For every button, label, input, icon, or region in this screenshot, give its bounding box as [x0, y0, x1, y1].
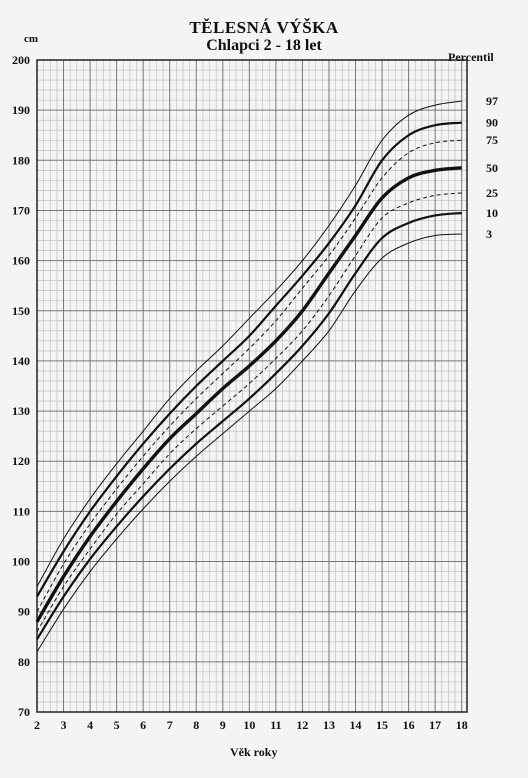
percentile-label-10: 10 [486, 206, 498, 220]
x-tick-label: 5 [114, 718, 120, 732]
percentile-line-75 [36, 139, 462, 612]
y-tick-label: 170 [12, 203, 30, 217]
x-tick-label: 18 [456, 718, 468, 732]
x-tick-label: 10 [243, 718, 255, 732]
x-tick-label: 13 [323, 718, 335, 732]
x-axis-label: Věk roky [230, 745, 278, 759]
x-tick-label: 6 [140, 718, 146, 732]
x-tick-label: 15 [376, 718, 388, 732]
x-tick-label: 9 [220, 718, 226, 732]
percentile-label-90: 90 [486, 116, 498, 130]
y-tick-label: 180 [12, 153, 30, 167]
x-tick-label: 12 [296, 718, 308, 732]
plot-frame [36, 59, 468, 713]
y-tick-label: 140 [12, 354, 30, 368]
percentile-label-3: 3 [486, 227, 492, 241]
x-tick-label: 8 [193, 718, 199, 732]
percentile-label-97: 97 [486, 94, 498, 108]
percentile-line-25 [36, 192, 462, 633]
y-axis-unit: cm [24, 33, 39, 45]
x-tick-label: 11 [270, 718, 281, 732]
x-tick-label: 3 [61, 718, 67, 732]
percentile-line-3 [36, 233, 462, 653]
y-tick-label: 80 [18, 655, 30, 669]
y-tick-label: 120 [12, 454, 30, 468]
percentile-line-50 [35, 166, 462, 623]
percentile-line-97 [36, 100, 462, 587]
y-tick-label: 150 [12, 304, 30, 318]
chart-title: TĚLESNÁ VÝŠKA [189, 18, 339, 37]
y-tick-label: 190 [12, 103, 30, 117]
y-tick-label: 110 [13, 504, 30, 518]
y-tick-label: 90 [18, 605, 30, 619]
percentile-label-75: 75 [486, 133, 498, 147]
x-tick-label: 14 [350, 718, 362, 732]
x-tick-label: 16 [403, 718, 415, 732]
y-tick-label: 200 [12, 53, 30, 67]
x-tick-label: 2 [34, 718, 40, 732]
percentile-line-10 [36, 211, 462, 640]
percentile-label-25: 25 [486, 186, 498, 200]
y-tick-label: 70 [18, 705, 30, 719]
y-tick-label: 100 [12, 555, 30, 569]
x-tick-label: 17 [429, 718, 441, 732]
percentile-line-90 [36, 121, 462, 598]
y-tick-label: 160 [12, 254, 30, 268]
y-tick-label: 130 [12, 404, 30, 418]
chart-subtitle: Chlapci 2 - 18 let [206, 37, 322, 54]
percentile-label-50: 50 [486, 161, 498, 175]
x-tick-label: 4 [87, 718, 93, 732]
x-tick-label: 7 [167, 718, 173, 732]
